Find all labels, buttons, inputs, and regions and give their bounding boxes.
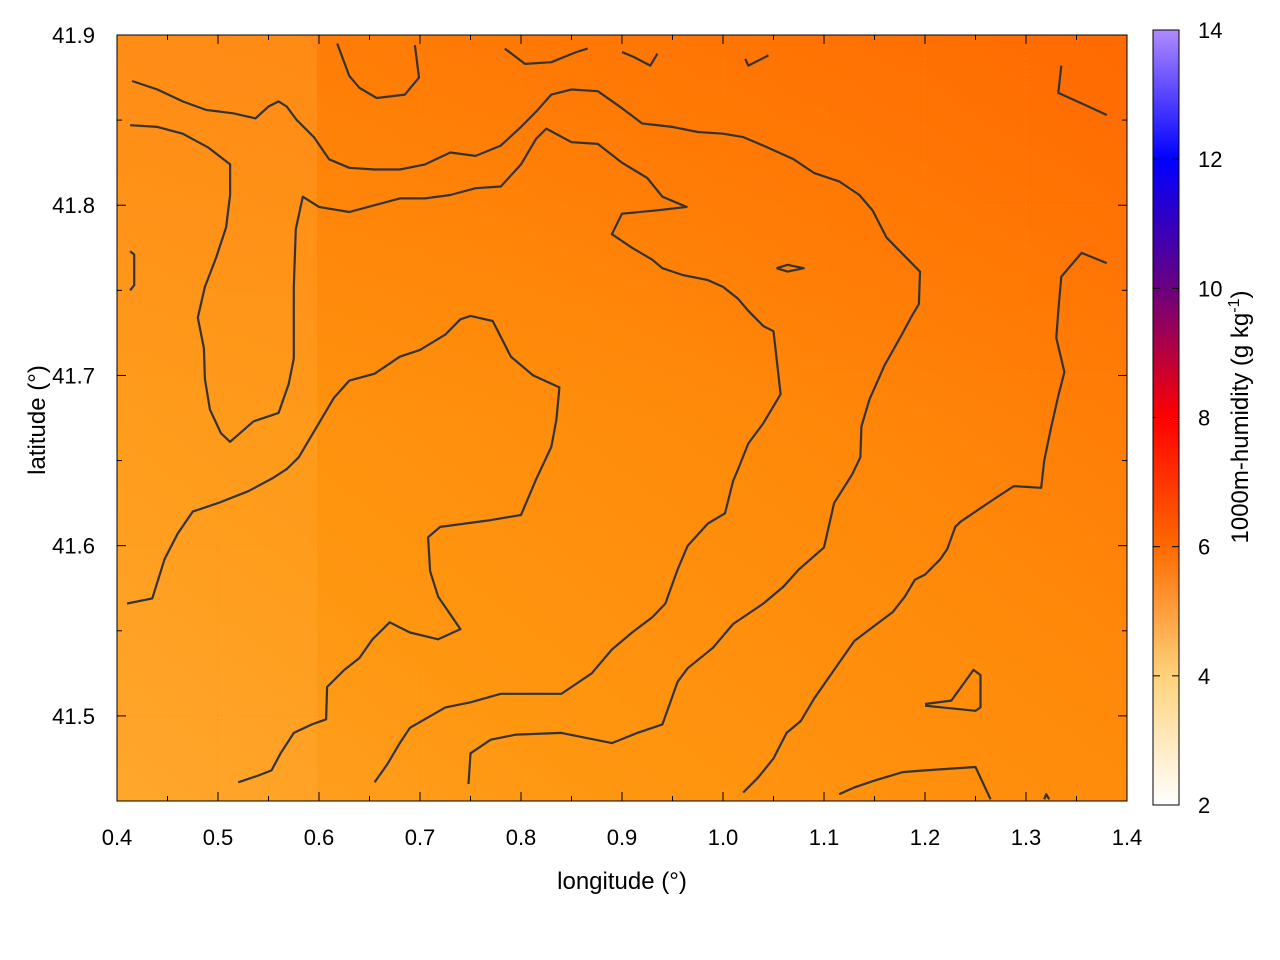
y-tick-label: 41.7 bbox=[52, 363, 95, 388]
contour-line bbox=[742, 251, 1108, 794]
colorbar: 2 4 6 8 10 12 14 1000m-humidity (g kg-1) bbox=[1152, 18, 1254, 818]
x-axis-ticks: 0.4 0.5 0.6 0.7 0.8 0.9 1.0 1.1 1.2 1.3 1.4 bbox=[102, 35, 1143, 850]
grid-lines bbox=[117, 35, 1127, 801]
colorbar-tick-label: 6 bbox=[1198, 535, 1210, 560]
colorbar-tick-label: 14 bbox=[1198, 18, 1222, 43]
colorbar-tick-label: 2 bbox=[1198, 793, 1210, 818]
x-tick-label: 1.3 bbox=[1011, 825, 1042, 850]
colorbar-title-exponent: -1 bbox=[1226, 298, 1243, 312]
y-tick-label: 41.6 bbox=[52, 534, 95, 559]
contour-line bbox=[621, 50, 659, 67]
x-tick-label: 0.5 bbox=[203, 825, 234, 850]
colorbar-title-end: ) bbox=[1227, 291, 1254, 299]
contour-line bbox=[126, 314, 561, 784]
x-tick-label: 0.7 bbox=[405, 825, 436, 850]
y-tick-label: 41.8 bbox=[52, 193, 95, 218]
contour-line bbox=[744, 54, 769, 67]
colorbar-title: 1000m-humidity (g kg-1) bbox=[1226, 291, 1254, 544]
colorbar-ticks: 2 4 6 8 10 12 14 bbox=[1153, 18, 1222, 818]
plot-area bbox=[116, 34, 1128, 802]
x-tick-label: 1.4 bbox=[1112, 825, 1143, 850]
contour-line bbox=[1057, 65, 1108, 116]
y-axis-title: latitude (°) bbox=[24, 365, 51, 475]
contour-line bbox=[776, 263, 805, 273]
colorbar-tick-label: 12 bbox=[1198, 147, 1222, 172]
contour-line bbox=[504, 47, 589, 66]
x-tick-label: 1.2 bbox=[910, 825, 941, 850]
y-axis-ticks: 41.5 41.6 41.7 41.8 41.9 bbox=[52, 23, 1127, 802]
colorbar-tick-label: 4 bbox=[1198, 664, 1210, 689]
y-tick-label: 41.5 bbox=[52, 704, 95, 729]
contour-lines bbox=[126, 43, 1108, 800]
colorbar-title-main: 1000m-humidity (g kg bbox=[1227, 313, 1254, 544]
x-tick-label: 0.8 bbox=[506, 825, 537, 850]
x-tick-label: 1.0 bbox=[708, 825, 739, 850]
x-axis-title: longitude (°) bbox=[557, 868, 687, 895]
contour-line bbox=[129, 250, 136, 291]
contour-line bbox=[924, 668, 982, 712]
contour-line bbox=[130, 124, 782, 783]
contour-line bbox=[1043, 793, 1051, 800]
x-tick-label: 0.4 bbox=[102, 825, 133, 850]
colorbar-tick-label: 10 bbox=[1198, 276, 1222, 301]
heatmap-field-left-band bbox=[117, 35, 317, 801]
y-tick-label: 41.9 bbox=[52, 23, 95, 48]
contour-line bbox=[131, 79, 922, 785]
x-tick-label: 0.6 bbox=[304, 825, 335, 850]
x-tick-label: 0.9 bbox=[607, 825, 638, 850]
x-tick-label: 1.1 bbox=[809, 825, 840, 850]
contour-line bbox=[838, 765, 992, 800]
contour-line bbox=[336, 43, 421, 100]
colorbar-tick-label: 8 bbox=[1198, 406, 1210, 431]
